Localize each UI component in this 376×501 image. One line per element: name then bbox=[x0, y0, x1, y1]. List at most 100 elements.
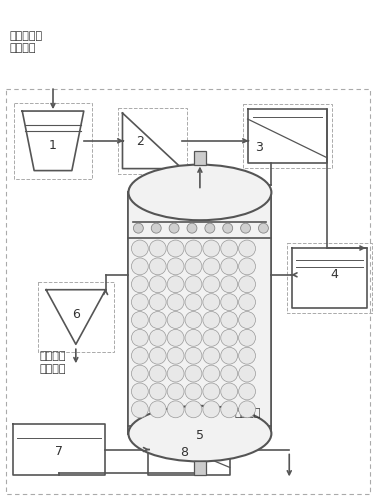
Circle shape bbox=[185, 365, 202, 382]
Circle shape bbox=[221, 330, 238, 346]
Text: 4: 4 bbox=[331, 268, 338, 281]
Bar bbox=[194, 151, 206, 165]
Circle shape bbox=[185, 347, 202, 364]
Bar bbox=[14, 103, 92, 178]
Circle shape bbox=[241, 223, 250, 233]
Circle shape bbox=[221, 294, 238, 311]
Circle shape bbox=[167, 365, 184, 382]
Circle shape bbox=[239, 347, 256, 364]
Circle shape bbox=[169, 223, 179, 233]
Circle shape bbox=[239, 312, 256, 329]
Circle shape bbox=[132, 276, 148, 293]
Ellipse shape bbox=[129, 165, 271, 220]
Circle shape bbox=[149, 383, 166, 400]
Circle shape bbox=[167, 401, 184, 418]
Circle shape bbox=[203, 240, 220, 257]
Circle shape bbox=[187, 223, 197, 233]
Circle shape bbox=[203, 276, 220, 293]
Circle shape bbox=[239, 276, 256, 293]
Circle shape bbox=[132, 383, 148, 400]
Circle shape bbox=[221, 365, 238, 382]
Bar bbox=[6, 89, 370, 494]
Circle shape bbox=[185, 294, 202, 311]
Circle shape bbox=[167, 294, 184, 311]
Circle shape bbox=[221, 240, 238, 257]
Circle shape bbox=[203, 401, 220, 418]
Text: 5: 5 bbox=[196, 428, 204, 441]
Circle shape bbox=[239, 258, 256, 275]
Bar bbox=[194, 461, 206, 475]
Bar bbox=[287, 243, 371, 313]
Bar bbox=[243, 104, 332, 168]
Circle shape bbox=[167, 276, 184, 293]
Text: 3: 3 bbox=[256, 141, 263, 154]
Circle shape bbox=[167, 312, 184, 329]
Circle shape bbox=[167, 347, 184, 364]
Bar bbox=[118, 108, 187, 173]
Circle shape bbox=[149, 312, 166, 329]
Circle shape bbox=[221, 312, 238, 329]
Circle shape bbox=[132, 240, 148, 257]
Circle shape bbox=[221, 258, 238, 275]
Bar bbox=[38, 282, 114, 352]
Circle shape bbox=[149, 365, 166, 382]
Circle shape bbox=[239, 383, 256, 400]
Circle shape bbox=[239, 294, 256, 311]
Circle shape bbox=[203, 312, 220, 329]
Circle shape bbox=[132, 347, 148, 364]
Circle shape bbox=[149, 258, 166, 275]
Text: 1: 1 bbox=[49, 139, 57, 152]
Circle shape bbox=[185, 240, 202, 257]
Circle shape bbox=[167, 383, 184, 400]
Circle shape bbox=[239, 330, 256, 346]
Text: 6: 6 bbox=[72, 308, 80, 321]
Circle shape bbox=[203, 258, 220, 275]
Circle shape bbox=[167, 240, 184, 257]
Circle shape bbox=[203, 365, 220, 382]
Circle shape bbox=[239, 365, 256, 382]
Text: 含重金属的
工业废水: 含重金属的 工业废水 bbox=[9, 31, 42, 54]
Circle shape bbox=[205, 223, 215, 233]
Circle shape bbox=[221, 347, 238, 364]
Text: 2: 2 bbox=[136, 135, 144, 148]
Circle shape bbox=[185, 258, 202, 275]
Ellipse shape bbox=[129, 406, 271, 461]
Circle shape bbox=[149, 347, 166, 364]
Circle shape bbox=[167, 258, 184, 275]
Circle shape bbox=[185, 312, 202, 329]
Circle shape bbox=[149, 401, 166, 418]
Circle shape bbox=[223, 223, 233, 233]
Circle shape bbox=[239, 401, 256, 418]
Circle shape bbox=[185, 276, 202, 293]
Circle shape bbox=[221, 383, 238, 400]
Circle shape bbox=[151, 223, 161, 233]
Text: 含重金属
污泥外运: 含重金属 污泥外运 bbox=[40, 351, 66, 374]
Circle shape bbox=[149, 330, 166, 346]
Circle shape bbox=[132, 365, 148, 382]
Circle shape bbox=[203, 330, 220, 346]
Circle shape bbox=[258, 223, 268, 233]
Circle shape bbox=[149, 294, 166, 311]
Text: 净化出水: 净化出水 bbox=[235, 408, 261, 418]
Circle shape bbox=[132, 294, 148, 311]
Text: 8: 8 bbox=[180, 446, 188, 459]
Circle shape bbox=[149, 240, 166, 257]
Circle shape bbox=[203, 294, 220, 311]
Circle shape bbox=[203, 347, 220, 364]
Circle shape bbox=[132, 330, 148, 346]
Circle shape bbox=[239, 240, 256, 257]
Circle shape bbox=[167, 330, 184, 346]
Circle shape bbox=[185, 383, 202, 400]
Circle shape bbox=[132, 312, 148, 329]
Circle shape bbox=[203, 383, 220, 400]
Circle shape bbox=[221, 276, 238, 293]
Circle shape bbox=[149, 276, 166, 293]
Circle shape bbox=[133, 223, 143, 233]
Text: 7: 7 bbox=[55, 445, 63, 458]
Circle shape bbox=[132, 401, 148, 418]
Circle shape bbox=[185, 330, 202, 346]
Circle shape bbox=[221, 401, 238, 418]
Bar bbox=[129, 192, 271, 434]
Circle shape bbox=[185, 401, 202, 418]
Circle shape bbox=[132, 258, 148, 275]
